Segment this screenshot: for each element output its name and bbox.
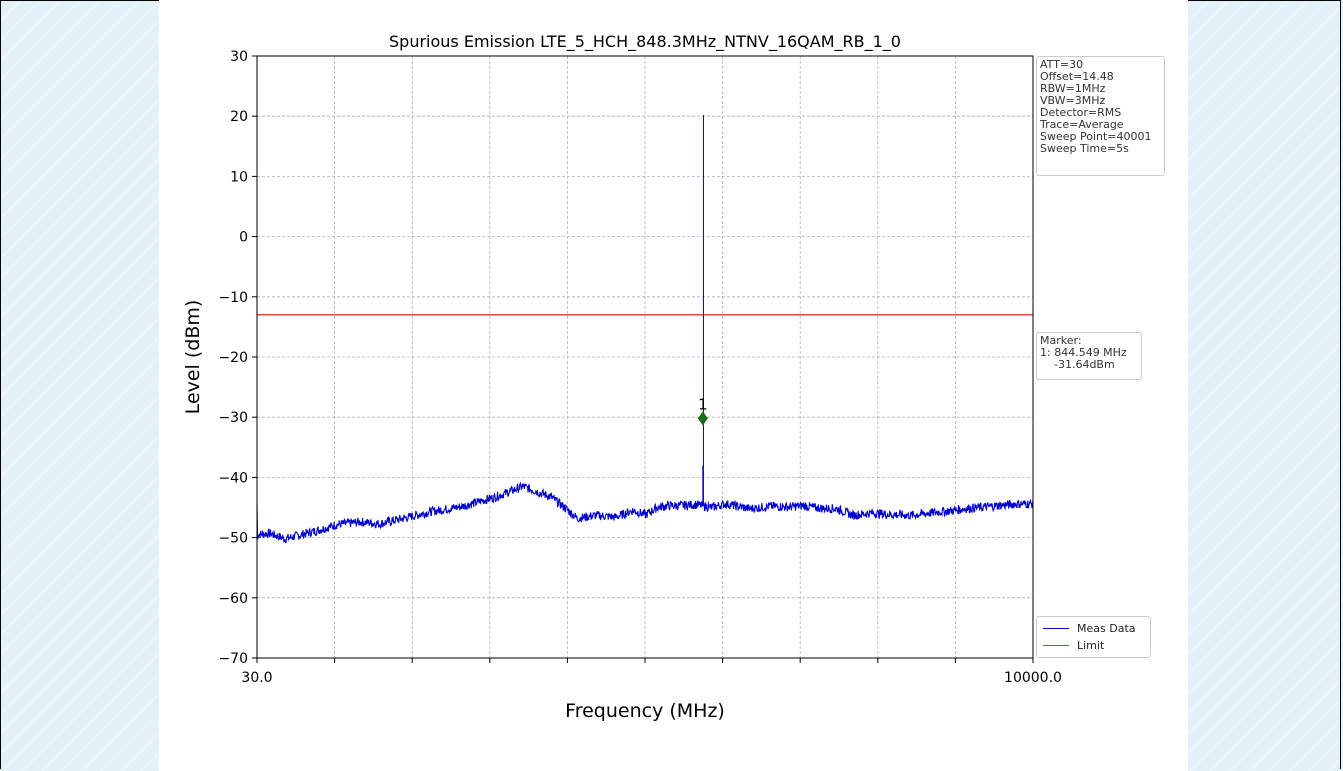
y-tick-label: −40 bbox=[218, 470, 248, 486]
y-tick-label: 20 bbox=[230, 109, 248, 125]
y-axis-label: Level (dBm) bbox=[182, 300, 204, 415]
legend: Meas Data Limit bbox=[1036, 616, 1151, 658]
legend-entry-limit: Limit bbox=[1043, 637, 1144, 654]
legend-swatch-meas bbox=[1043, 628, 1069, 629]
x-tick-label: 30.0 bbox=[241, 670, 272, 686]
legend-label-meas: Meas Data bbox=[1077, 622, 1136, 635]
marker-1-label: 1 bbox=[698, 395, 708, 413]
y-tick-label: −60 bbox=[218, 591, 248, 607]
legend-entry-meas-data: Meas Data bbox=[1043, 620, 1144, 637]
plot-area-frame bbox=[256, 55, 1034, 659]
y-tick-label: 10 bbox=[230, 169, 248, 185]
chart-title: Spurious Emission LTE_5_HCH_848.3MHz_NTN… bbox=[389, 32, 901, 52]
legend-label-limit: Limit bbox=[1077, 639, 1105, 652]
y-tick-label: 30 bbox=[230, 49, 248, 65]
y-tick-label: −10 bbox=[218, 290, 248, 306]
y-tick-label: −50 bbox=[218, 531, 248, 547]
meas-data-line bbox=[256, 481, 1034, 544]
y-tick-label: −20 bbox=[218, 350, 248, 366]
marker-info-box: Marker: 1: 844.549 MHz -31.64dBm bbox=[1036, 332, 1142, 380]
chart-figure: 30 20 10 0 −10 −20 −30 −40 −50 −60 −70 30.0 10000.0 1… bbox=[159, 0, 1188, 771]
legend-swatch-limit bbox=[1043, 645, 1069, 646]
spectrum-chart: 30 20 10 0 −10 −20 −30 −40 −50 −60 −70 30.0 10000.0 1… bbox=[182, 32, 1062, 722]
y-tick-label: −30 bbox=[218, 410, 248, 426]
settings-info-box: ATT=30 Offset=14.48 RBW=1MHz VBW=3MHz De… bbox=[1036, 56, 1165, 176]
y-tick-label: 0 bbox=[239, 230, 248, 246]
x-tick-label: 10000.0 bbox=[1004, 670, 1062, 686]
y-tick-label: −70 bbox=[218, 651, 248, 667]
marker-1-diamond bbox=[697, 411, 708, 426]
x-axis-label: Frequency (MHz) bbox=[565, 700, 725, 722]
